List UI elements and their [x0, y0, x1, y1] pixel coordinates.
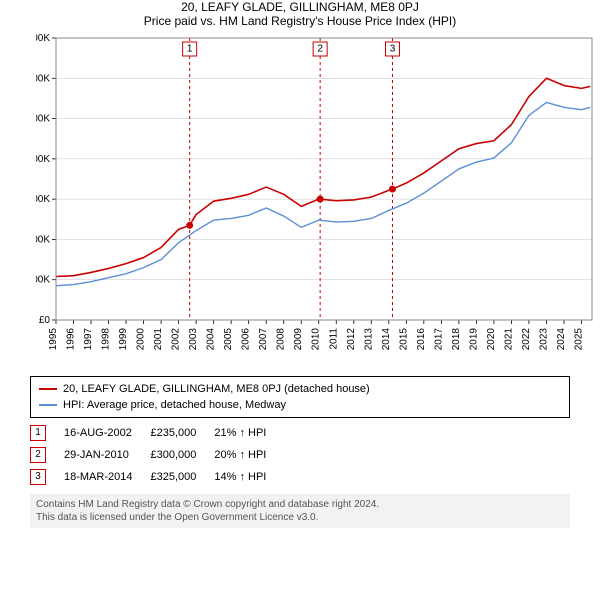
svg-text:£200K: £200K — [36, 234, 50, 245]
svg-text:£600K: £600K — [36, 73, 50, 84]
svg-text:2024: 2024 — [556, 328, 567, 351]
event-price: £325,000 — [150, 466, 214, 488]
svg-text:1997: 1997 — [83, 328, 94, 351]
svg-text:1: 1 — [187, 44, 193, 55]
table-row: 1 16-AUG-2002£235,00021% ↑ HPI — [30, 422, 284, 444]
svg-text:£0: £0 — [39, 315, 51, 326]
svg-text:2003: 2003 — [188, 328, 199, 351]
svg-text:£400K: £400K — [36, 154, 50, 165]
event-price: £235,000 — [150, 422, 214, 444]
svg-text:1999: 1999 — [118, 328, 129, 351]
svg-text:2010: 2010 — [311, 328, 322, 351]
price-chart: £0 £100K £200K £300K £400K £500K £600K £700K 199… — [36, 34, 596, 370]
event-date: 29-JAN-2010 — [64, 444, 150, 466]
svg-text:2011: 2011 — [328, 328, 339, 350]
legend-swatch — [39, 404, 57, 406]
svg-text:2023: 2023 — [538, 328, 549, 351]
event-price: £300,000 — [150, 444, 214, 466]
svg-text:2017: 2017 — [433, 328, 444, 351]
svg-text:2018: 2018 — [451, 328, 462, 351]
event-marker-cell: 1 — [30, 422, 64, 444]
page-subtitle: Price paid vs. HM Land Registry's House … — [0, 14, 600, 28]
svg-text:2022: 2022 — [521, 328, 532, 351]
page-title: 20, LEAFY GLADE, GILLINGHAM, ME8 0PJ — [0, 0, 600, 14]
svg-text:2021: 2021 — [503, 328, 514, 351]
svg-text:£500K: £500K — [36, 114, 50, 125]
footer-line: This data is licensed under the Open Gov… — [36, 511, 564, 524]
svg-text:1995: 1995 — [48, 328, 59, 351]
legend-swatch — [39, 388, 57, 390]
event-date: 18-MAR-2014 — [64, 466, 150, 488]
svg-text:2001: 2001 — [153, 328, 164, 351]
svg-text:1998: 1998 — [101, 328, 112, 351]
svg-text:2000: 2000 — [136, 328, 147, 351]
svg-text:2005: 2005 — [223, 328, 234, 351]
event-marker-box: 3 — [30, 469, 46, 485]
svg-text:2020: 2020 — [486, 328, 497, 351]
event-date: 16-AUG-2002 — [64, 422, 150, 444]
svg-text:£300K: £300K — [36, 194, 50, 205]
event-marker-box: 2 — [30, 447, 46, 463]
svg-text:2015: 2015 — [398, 328, 409, 351]
svg-text:3: 3 — [390, 44, 396, 55]
sale-events-table: 1 16-AUG-2002£235,00021% ↑ HPI 2 29-JAN-201… — [30, 422, 570, 488]
svg-text:2: 2 — [317, 44, 323, 55]
svg-text:2002: 2002 — [171, 328, 182, 351]
legend-label: HPI: Average price, detached house, Medw… — [63, 399, 286, 411]
svg-text:2004: 2004 — [206, 328, 217, 351]
chart-legend: 20, LEAFY GLADE, GILLINGHAM, ME8 0PJ (de… — [30, 376, 570, 418]
svg-text:2016: 2016 — [416, 328, 427, 351]
svg-text:2009: 2009 — [293, 328, 304, 351]
svg-text:£700K: £700K — [36, 34, 50, 44]
attribution-footer: Contains HM Land Registry data © Crown c… — [30, 494, 570, 528]
event-marker-cell: 2 — [30, 444, 64, 466]
table-row: 3 18-MAR-2014£325,00014% ↑ HPI — [30, 466, 284, 488]
svg-text:2013: 2013 — [363, 328, 374, 351]
svg-text:2025: 2025 — [573, 328, 584, 351]
svg-text:2014: 2014 — [381, 328, 392, 351]
footer-line: Contains HM Land Registry data © Crown c… — [36, 498, 564, 511]
svg-text:£100K: £100K — [36, 275, 50, 286]
event-marker-cell: 3 — [30, 466, 64, 488]
event-delta: 21% ↑ HPI — [214, 422, 284, 444]
legend-label: 20, LEAFY GLADE, GILLINGHAM, ME8 0PJ (de… — [63, 383, 370, 395]
legend-item: 20, LEAFY GLADE, GILLINGHAM, ME8 0PJ (de… — [39, 381, 561, 397]
svg-text:2019: 2019 — [468, 328, 479, 351]
svg-text:2008: 2008 — [276, 328, 287, 351]
svg-text:2012: 2012 — [346, 328, 357, 351]
legend-item: HPI: Average price, detached house, Medw… — [39, 397, 561, 413]
table-row: 2 29-JAN-2010£300,00020% ↑ HPI — [30, 444, 284, 466]
svg-text:1996: 1996 — [66, 328, 77, 351]
event-marker-box: 1 — [30, 425, 46, 441]
event-delta: 14% ↑ HPI — [214, 466, 284, 488]
event-delta: 20% ↑ HPI — [214, 444, 284, 466]
svg-text:2007: 2007 — [258, 328, 269, 351]
svg-text:2006: 2006 — [241, 328, 252, 351]
